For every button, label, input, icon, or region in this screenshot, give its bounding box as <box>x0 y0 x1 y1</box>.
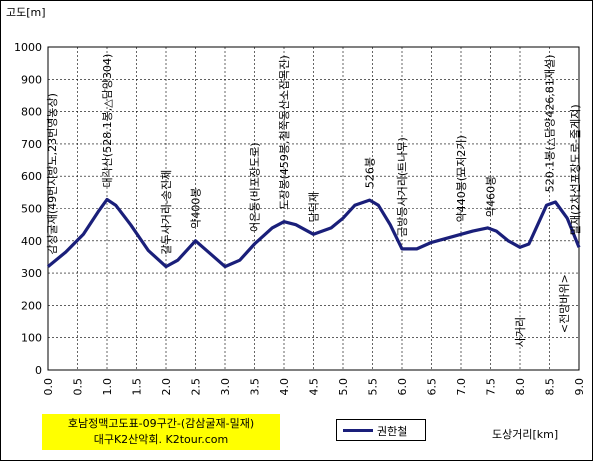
annotation-label: 약440봉(묘지2기) <box>454 135 468 222</box>
y-tick-label: 200 <box>21 299 42 312</box>
x-tick-label: 2.5 <box>190 378 203 396</box>
annotation-label: <전망바위> <box>558 274 571 333</box>
y-axis-label: 고도[m] <box>6 6 46 19</box>
x-tick-label: 6.5 <box>426 378 439 396</box>
annotation-label: 어은동(비포장도로) <box>249 142 262 232</box>
x-tick-label: 7.0 <box>455 378 468 396</box>
y-tick-label: 0 <box>35 364 42 377</box>
annotation-label: 도장봉(459봉,철쭉동산소잡목진) <box>278 55 291 210</box>
annotation-label: 감상굴재(49번지방도,23번영농장) <box>46 93 59 255</box>
annotation-label: 520.1봉(△담양426,81재설) <box>544 55 557 193</box>
x-tick-label: 4.0 <box>278 378 291 396</box>
y-tick-label: 600 <box>21 170 42 183</box>
x-tick-label: 8.0 <box>514 378 527 396</box>
annotation-label: 526봉 <box>364 157 377 188</box>
x-tick-label: 5.5 <box>367 378 380 396</box>
x-tick-label: 1.0 <box>101 378 114 396</box>
annotation-label: 갈두사거리-송진제 <box>159 170 173 255</box>
x-tick-label: 6.0 <box>396 378 409 396</box>
credit-line-2: 대구K2산악회. K2tour.com <box>93 433 229 446</box>
x-axis-label: 도상거리[km] <box>492 428 559 441</box>
x-tick-label: 0.5 <box>72 378 85 396</box>
y-tick-label: 1000 <box>14 41 42 54</box>
legend: 권한철 <box>336 419 426 441</box>
x-tick-label: 1.5 <box>131 378 144 396</box>
x-tick-label: 3.5 <box>249 378 262 396</box>
annotation-label: 대각산(528.1봉,△담양304) <box>101 54 114 188</box>
credit-line-1: 호남정맥고도표-09구간-(감삼굴재-밀재) <box>67 417 255 430</box>
y-tick-label: 900 <box>21 73 42 86</box>
annotation-label: 밀재(2차선포장도로-줄게지) <box>569 104 582 235</box>
x-tick-label: 0.0 <box>42 378 55 396</box>
annotation-label: 담덕재 <box>308 192 321 222</box>
y-tick-label: 500 <box>21 203 42 216</box>
x-tick-label: 3.0 <box>219 378 232 396</box>
y-tick-label: 300 <box>21 267 42 280</box>
annotation-label: 약460봉 <box>484 176 498 217</box>
y-tick-label: 400 <box>21 235 42 248</box>
series-line <box>46 197 581 269</box>
x-tick-label: 5.0 <box>337 378 350 396</box>
annotation-label: 약400봉 <box>189 188 203 229</box>
annotation-label: 금방등사거리(트나무) <box>396 137 409 237</box>
y-tick-label: 100 <box>21 332 42 345</box>
credit-box: 호남정맥고도표-09구간-(감삼굴재-밀재) 대구K2산악회. K2tour.c… <box>42 414 280 450</box>
annotation-label: 사거리 <box>514 317 527 347</box>
x-tick-label: 7.5 <box>485 378 498 396</box>
legend-swatch <box>343 429 373 432</box>
x-tick-label: 9.0 <box>573 378 586 396</box>
y-tick-label: 800 <box>21 106 42 119</box>
x-tick-label: 4.5 <box>308 378 321 396</box>
legend-label: 권한철 <box>377 425 408 438</box>
x-tick-label: 2.0 <box>160 378 173 396</box>
x-tick-label: 8.5 <box>544 378 557 396</box>
y-tick-label: 700 <box>21 138 42 151</box>
